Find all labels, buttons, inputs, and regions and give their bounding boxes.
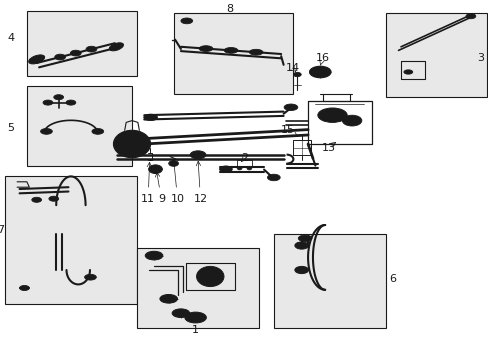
Text: 5: 5 — [8, 123, 15, 133]
Ellipse shape — [219, 166, 232, 172]
Ellipse shape — [70, 50, 81, 56]
Ellipse shape — [249, 49, 263, 55]
Circle shape — [246, 166, 251, 170]
Ellipse shape — [294, 266, 308, 274]
Text: 11: 11 — [141, 162, 155, 204]
Bar — [137, 248, 259, 328]
Text: 3: 3 — [476, 53, 483, 63]
Ellipse shape — [29, 55, 44, 64]
Ellipse shape — [267, 174, 280, 181]
Bar — [27, 11, 137, 76]
Text: 9: 9 — [155, 172, 164, 204]
Ellipse shape — [66, 100, 76, 105]
Ellipse shape — [181, 18, 192, 24]
Ellipse shape — [41, 129, 52, 134]
Bar — [27, 86, 132, 166]
Ellipse shape — [190, 151, 205, 159]
Ellipse shape — [199, 46, 212, 51]
Text: 16: 16 — [315, 53, 329, 66]
Ellipse shape — [55, 54, 65, 60]
Ellipse shape — [145, 251, 163, 260]
Text: 15: 15 — [280, 125, 297, 136]
Text: 10: 10 — [170, 161, 184, 204]
Ellipse shape — [109, 43, 123, 51]
Ellipse shape — [184, 312, 206, 323]
Ellipse shape — [168, 161, 178, 166]
Ellipse shape — [309, 66, 330, 78]
Ellipse shape — [293, 72, 301, 77]
Ellipse shape — [92, 129, 103, 134]
Ellipse shape — [224, 48, 237, 53]
Ellipse shape — [298, 235, 311, 242]
Bar — [5, 176, 137, 304]
Ellipse shape — [172, 309, 189, 318]
Ellipse shape — [43, 100, 53, 105]
Ellipse shape — [317, 108, 346, 122]
Text: 4: 4 — [7, 33, 15, 43]
Ellipse shape — [32, 197, 41, 202]
Text: 6: 6 — [388, 274, 395, 284]
Ellipse shape — [84, 274, 96, 280]
Text: 1: 1 — [192, 325, 199, 336]
Text: 7: 7 — [0, 225, 4, 235]
Ellipse shape — [54, 95, 63, 100]
Ellipse shape — [49, 196, 59, 201]
Ellipse shape — [86, 46, 97, 52]
Ellipse shape — [148, 165, 162, 174]
Circle shape — [237, 166, 242, 170]
Ellipse shape — [294, 242, 308, 249]
Ellipse shape — [284, 104, 297, 111]
Bar — [173, 13, 293, 94]
Text: 14: 14 — [285, 63, 299, 73]
Ellipse shape — [20, 285, 29, 291]
Ellipse shape — [143, 114, 157, 121]
Text: 13: 13 — [321, 143, 335, 153]
Text: 2: 2 — [241, 153, 247, 163]
Ellipse shape — [465, 14, 475, 19]
Bar — [273, 234, 386, 328]
Bar — [386, 13, 486, 97]
Circle shape — [196, 266, 224, 287]
Ellipse shape — [342, 115, 361, 126]
Circle shape — [113, 130, 150, 158]
Ellipse shape — [160, 294, 177, 303]
Text: 8: 8 — [226, 4, 233, 14]
Ellipse shape — [403, 70, 412, 74]
Text: 12: 12 — [193, 161, 207, 204]
